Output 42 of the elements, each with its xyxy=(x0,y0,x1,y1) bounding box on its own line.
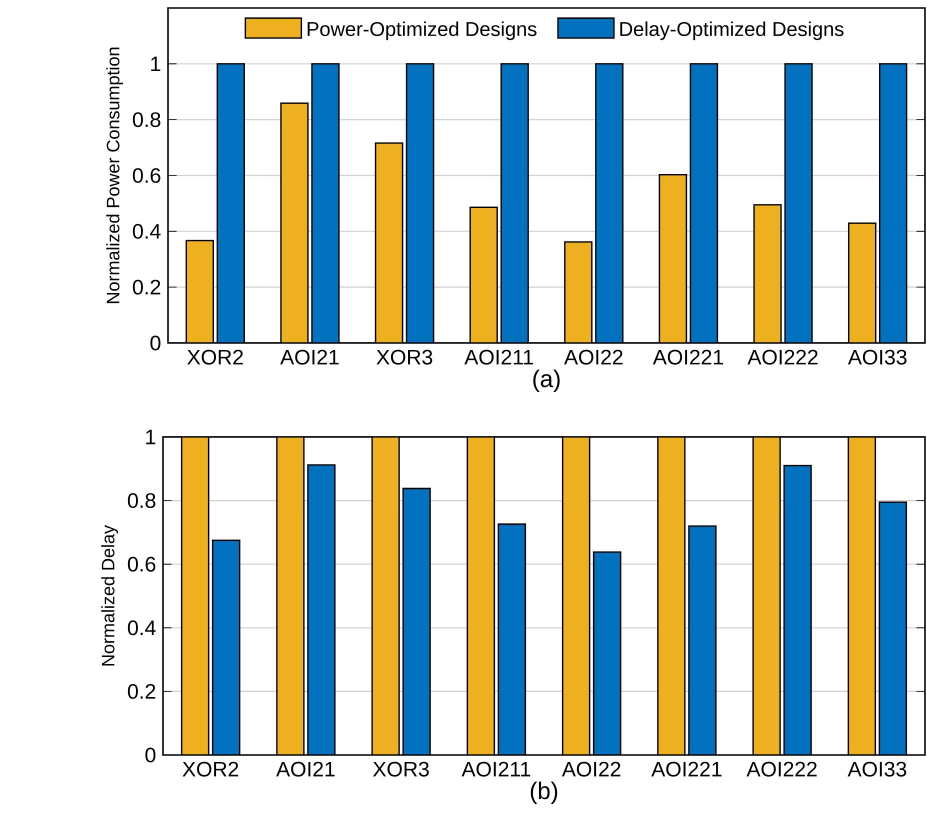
bar xyxy=(216,63,246,343)
legend-label: Power-Optimized Designs xyxy=(308,21,536,40)
bar xyxy=(878,63,908,343)
x-tick-label: AOI221 xyxy=(652,350,723,365)
y-tick-label: 0 xyxy=(145,748,156,762)
x-tick-label: AOI21 xyxy=(280,350,339,365)
x-tick-label: AOI222 xyxy=(746,762,817,777)
x-axis-title: (a) xyxy=(533,370,560,392)
x-tick-label: AOI222 xyxy=(747,350,818,365)
x-tick-label: XOR3 xyxy=(373,762,429,777)
bar xyxy=(690,63,718,343)
x-tick-label: AOI211 xyxy=(464,350,533,365)
x-tick-label: AOI22 xyxy=(564,350,622,365)
x-tick-label: AOI211 xyxy=(462,762,530,777)
y-tick-label: 0 xyxy=(150,336,160,350)
bar xyxy=(784,63,813,343)
y-tick-label: 0.2 xyxy=(128,684,156,699)
x-tick-label: AOI33 xyxy=(848,762,906,777)
x-tick-label: AOI21 xyxy=(276,762,335,777)
x-tick-label: AOI221 xyxy=(651,762,722,777)
x-tick-label: XOR3 xyxy=(376,350,432,365)
legend-label: Delay-Optimized Designs xyxy=(620,21,844,40)
y-tick-label: 1 xyxy=(146,430,156,444)
bar xyxy=(406,63,434,343)
y-tick-label: 0.8 xyxy=(128,493,156,508)
x-tick-label: AOI33 xyxy=(848,350,907,365)
x-axis-title: (b) xyxy=(530,782,558,804)
x-tick-label: XOR2 xyxy=(187,350,243,365)
bar xyxy=(500,63,529,343)
bar xyxy=(595,63,624,343)
bar xyxy=(311,63,340,343)
y-axis-title: Normalized Delay xyxy=(101,525,118,666)
y-tick-label: 0.8 xyxy=(132,112,160,128)
x-tick-label: AOI22 xyxy=(562,762,620,777)
y-tick-label: 0.6 xyxy=(132,168,160,183)
y-tick-label: 1 xyxy=(151,56,160,72)
y-tick-label: 0.2 xyxy=(132,280,160,295)
x-tick-label: XOR2 xyxy=(182,762,238,777)
y-tick-label: 0.6 xyxy=(128,556,156,572)
y-tick-label: 0.4 xyxy=(128,620,156,636)
y-tick-label: 0.4 xyxy=(132,224,161,239)
y-axis-title: Normalized Power Consumption xyxy=(106,48,124,304)
